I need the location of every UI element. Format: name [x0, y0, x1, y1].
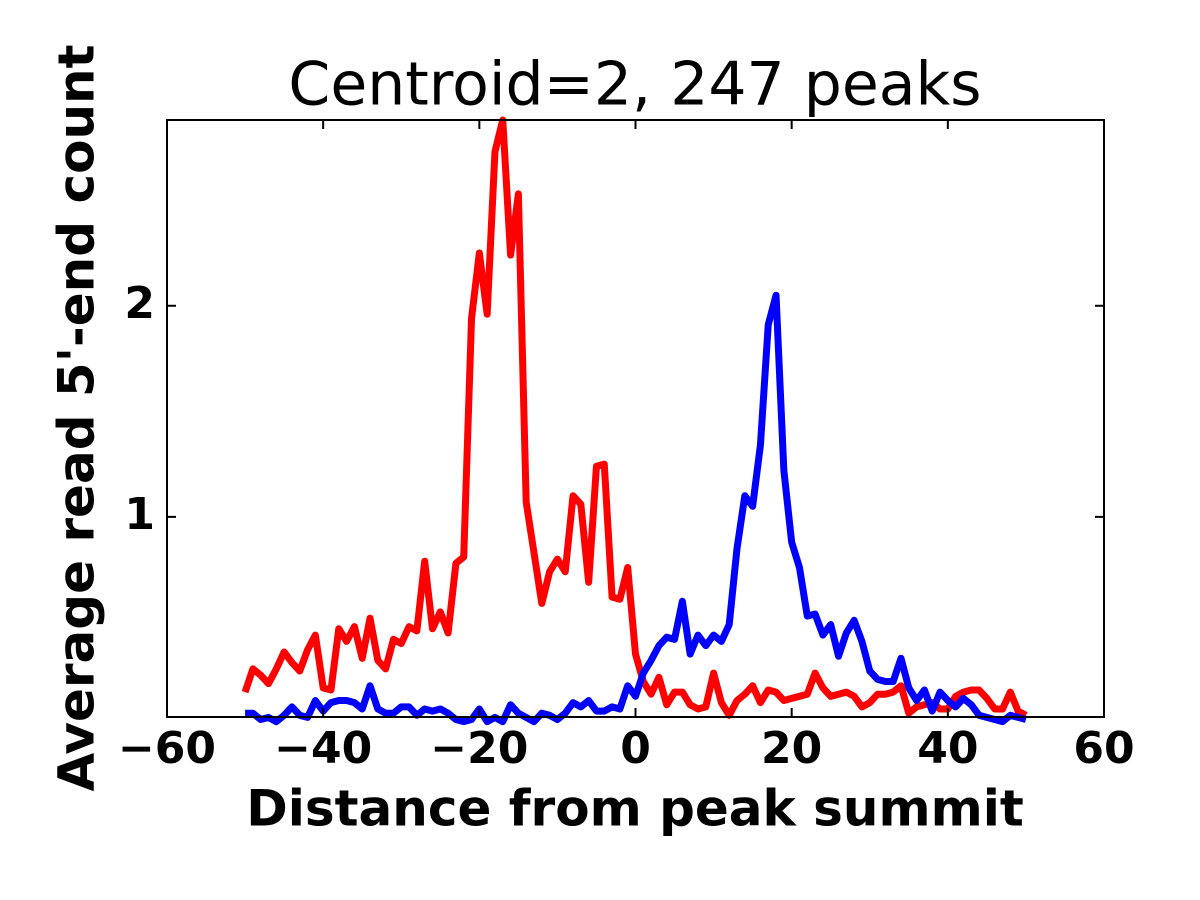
data-line — [241, 116, 1028, 719]
data-line — [245, 291, 1027, 726]
x-tick-label: −20 — [430, 723, 528, 774]
y-tick-label: 1 — [124, 489, 155, 540]
x-axis-label: Distance from peak summit — [246, 780, 1024, 838]
y-axis-label: Average read 5'-end count — [48, 44, 106, 791]
chart-title: Centroid=2, 247 peaks — [288, 50, 981, 120]
y-tick-label: 2 — [124, 278, 155, 329]
x-tick-label: 0 — [620, 723, 651, 774]
x-tick-label: 60 — [1073, 723, 1134, 774]
x-tick-label: 40 — [917, 723, 978, 774]
x-tick-label: −60 — [118, 723, 216, 774]
x-tick-label: −40 — [274, 723, 372, 774]
x-tick-label: 20 — [761, 723, 822, 774]
